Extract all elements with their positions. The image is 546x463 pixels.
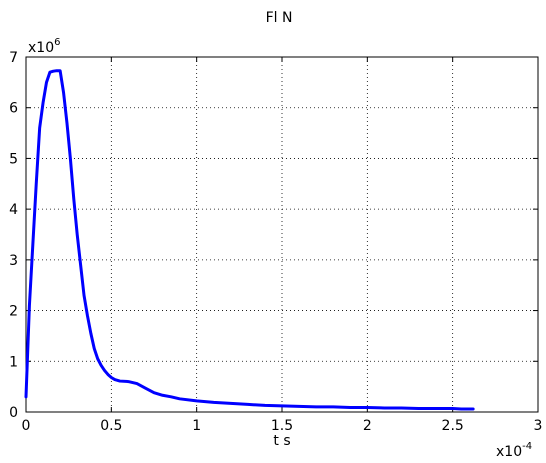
x-tick-labels: 0 0.5 1 1.5 2 2.5 3 [22, 418, 543, 434]
y-tick-label: 7 [9, 50, 18, 66]
plot-frame [25, 56, 539, 413]
y-tick-label: 2 [9, 304, 18, 320]
x-tick-label: 2.5 [442, 418, 464, 434]
x-multiplier-base: x10 [496, 444, 522, 458]
x-tick-label: 1 [192, 418, 201, 434]
y-tick-label: 6 [9, 101, 18, 117]
series-line [24, 69, 475, 411]
x-multiplier-exponent: -4 [522, 441, 532, 452]
y-multiplier: x106 [28, 37, 60, 56]
y-tick-label: 1 [9, 354, 18, 370]
y-multiplier-base: x10 [28, 40, 54, 56]
y-tick-label: 5 [9, 151, 18, 167]
y-tick-label: 3 [9, 253, 18, 269]
chart-title: Fl N [266, 10, 293, 26]
y-multiplier-exponent: 6 [54, 37, 60, 48]
x-tick-label: 0 [22, 418, 31, 434]
grid-lines [26, 57, 538, 412]
x-tick-label: 3 [534, 418, 543, 434]
x-tick-label: 2 [363, 418, 372, 434]
y-tick-labels: 0 1 2 3 4 5 6 7 [9, 50, 18, 421]
y-tick-label: 0 [9, 405, 18, 421]
tick-marks [25, 56, 539, 413]
x-tick-label: 1.5 [271, 418, 293, 434]
x-tick-label: 0.5 [100, 418, 122, 434]
y-tick-label: 4 [9, 202, 18, 218]
x-multiplier: x10-4 [496, 441, 532, 458]
x-axis-label: t s [273, 433, 290, 449]
